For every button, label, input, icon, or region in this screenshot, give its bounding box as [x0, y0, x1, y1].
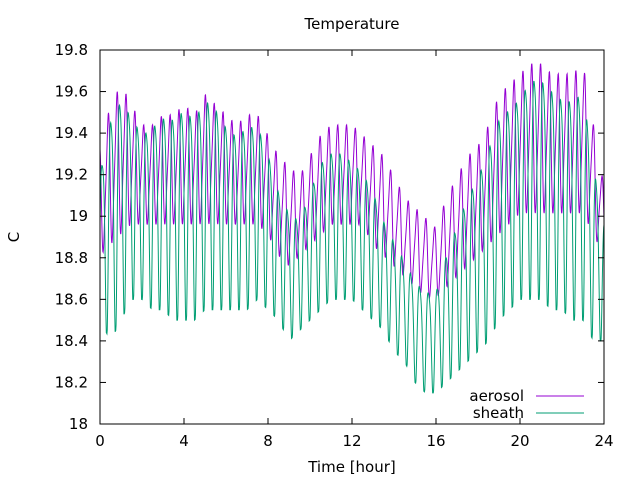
- x-tick-label: 12: [342, 432, 361, 450]
- x-tick-label: 8: [263, 432, 273, 450]
- y-tick-label: 19.2: [55, 166, 88, 184]
- y-tick-label: 19.4: [55, 124, 88, 142]
- x-tick-label: 0: [95, 432, 105, 450]
- x-tick-label: 24: [594, 432, 613, 450]
- series-line-sheath: [100, 80, 604, 394]
- y-tick-label: 19.6: [55, 83, 88, 101]
- y-tick-label: 18.6: [55, 290, 88, 308]
- legend-label-sheath: sheath: [473, 404, 524, 422]
- y-axis: 18 18.2 18.4 18.6 18.8 19 19.2 19.4 19.6 19.8: [55, 41, 604, 433]
- legend-label-aerosol: aerosol: [469, 387, 524, 405]
- y-tick-label: 18.4: [55, 332, 88, 350]
- y-tick-label: 19.8: [55, 41, 88, 59]
- y-tick-label: 19: [69, 207, 88, 225]
- x-tick-label: 16: [426, 432, 445, 450]
- chart-title: Temperature: [303, 15, 399, 33]
- y-tick-label: 18: [69, 415, 88, 433]
- x-tick-label: 4: [179, 432, 189, 450]
- y-tick-label: 18.2: [55, 373, 88, 391]
- y-tick-label: 18.8: [55, 249, 88, 267]
- x-axis: 0 4 8 12 16 20 24: [95, 50, 614, 450]
- x-axis-label: Time [hour]: [307, 458, 396, 476]
- y-axis-label: C: [5, 232, 23, 242]
- x-tick-label: 20: [510, 432, 529, 450]
- series-layer: [100, 63, 604, 394]
